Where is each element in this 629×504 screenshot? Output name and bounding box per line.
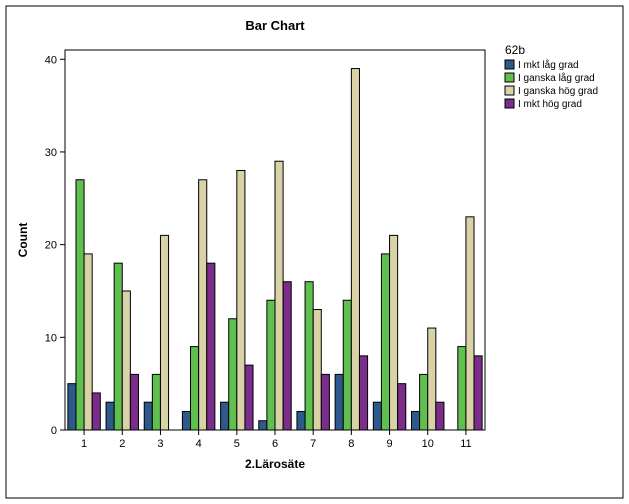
bar <box>106 402 114 430</box>
bar <box>398 384 406 430</box>
legend-label: I ganska hög grad <box>518 86 598 97</box>
bar <box>160 235 168 430</box>
bar <box>283 282 291 430</box>
bar <box>182 411 190 430</box>
legend-swatch <box>505 60 514 69</box>
bar <box>122 291 130 430</box>
bar <box>420 374 428 430</box>
bar <box>412 411 420 430</box>
bar <box>313 310 321 430</box>
y-tick-label: 10 <box>45 332 57 344</box>
bar <box>199 180 207 430</box>
x-tick-label: 4 <box>196 438 202 450</box>
x-tick-label: 9 <box>386 438 392 450</box>
x-tick-label: 3 <box>157 438 163 450</box>
chart-container: Bar Chart 0 10 20 30 40 Count 1 2 3 4 5 6 7 8 9 10 11 2.Lä… <box>0 0 629 504</box>
y-axis-label: Count <box>16 223 30 258</box>
bar <box>229 319 237 430</box>
bar <box>144 402 152 430</box>
bar <box>114 263 122 430</box>
bar <box>390 235 398 430</box>
bar-chart: Bar Chart 0 10 20 30 40 Count 1 2 3 4 5 6 7 8 9 10 11 2.Lä… <box>0 0 629 504</box>
bar <box>359 356 367 430</box>
legend-swatch <box>505 99 514 108</box>
bar <box>92 393 100 430</box>
bar <box>267 300 275 430</box>
bar <box>458 347 466 430</box>
legend-swatch <box>505 73 514 82</box>
legend-title: 62b <box>505 43 525 57</box>
bar <box>335 374 343 430</box>
bar <box>436 402 444 430</box>
y-tick-label: 20 <box>45 240 57 252</box>
bar <box>351 69 359 430</box>
x-tick-label: 5 <box>234 438 240 450</box>
x-tick-label: 2 <box>119 438 125 450</box>
x-axis-label: 2.Lärosäte <box>245 457 305 471</box>
bar <box>373 402 381 430</box>
bar <box>84 254 92 430</box>
y-tick-label: 30 <box>45 147 57 159</box>
bar <box>245 365 253 430</box>
bar <box>275 161 283 430</box>
bar <box>221 402 229 430</box>
x-tick-label: 11 <box>460 438 471 450</box>
bar <box>207 263 215 430</box>
x-tick-label: 1 <box>81 438 87 450</box>
x-tick-label: 10 <box>422 438 434 450</box>
legend-label: I mkt hög grad <box>518 99 582 110</box>
bar <box>68 384 76 430</box>
bar <box>428 328 436 430</box>
bar <box>381 254 389 430</box>
x-tick-label: 6 <box>272 438 278 450</box>
x-tick-label: 8 <box>348 438 354 450</box>
bar <box>466 217 474 430</box>
bar <box>76 180 84 430</box>
bar <box>343 300 351 430</box>
bar <box>130 374 138 430</box>
legend-label: I mkt låg grad <box>518 59 579 71</box>
legend-label: I ganska låg grad <box>518 72 595 84</box>
x-tick-label: 7 <box>310 438 316 450</box>
y-tick-label: 0 <box>51 425 57 437</box>
bar <box>474 356 482 430</box>
bar <box>321 374 329 430</box>
legend-swatch <box>505 86 514 95</box>
bar <box>152 374 160 430</box>
chart-title: Bar Chart <box>245 18 305 33</box>
bar <box>305 282 313 430</box>
bar <box>191 347 199 430</box>
bar <box>297 411 305 430</box>
y-tick-label: 40 <box>45 54 57 66</box>
bar <box>237 170 245 430</box>
bar <box>259 421 267 430</box>
